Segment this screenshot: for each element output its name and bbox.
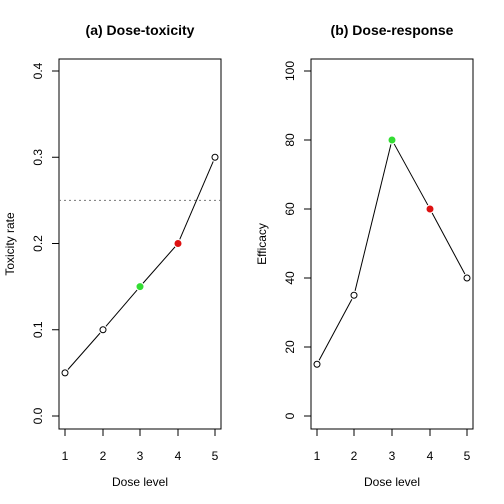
y-tick-label: 60 bbox=[283, 202, 297, 216]
panel-dose-response: (b) Dose-response Dose level Efficacy 1 2… bbox=[255, 22, 474, 489]
axis-ticks: 1 2 3 4 5 0.0 0.1 0.2 0.3 0.4 bbox=[31, 62, 219, 463]
chart-title: (b) Dose-response bbox=[331, 22, 454, 38]
series-segment bbox=[142, 246, 176, 284]
y-tick-label: 80 bbox=[283, 133, 297, 147]
series-segment bbox=[431, 212, 466, 275]
axis-ticks: 1 2 3 4 5 0 20 40 60 80 100 bbox=[283, 61, 471, 463]
highlighted-data-point bbox=[174, 240, 182, 247]
x-tick-label: 3 bbox=[137, 449, 144, 463]
data-point bbox=[313, 360, 321, 368]
x-tick-label: 1 bbox=[314, 449, 321, 463]
x-axis-label: Dose level bbox=[364, 475, 420, 489]
highlighted-data-point bbox=[136, 283, 144, 291]
chart-title: (a) Dose-toxicity bbox=[86, 22, 195, 38]
plot-frame bbox=[58, 58, 222, 430]
x-tick-label: 4 bbox=[175, 449, 182, 463]
series-segment bbox=[393, 143, 429, 206]
y-tick-label: 40 bbox=[283, 271, 297, 285]
series-segment bbox=[105, 289, 138, 327]
series-segment bbox=[67, 332, 101, 370]
y-tick-label: 20 bbox=[283, 340, 297, 354]
x-tick-label: 5 bbox=[464, 449, 471, 463]
panel-dose-toxicity: (a) Dose-toxicity Dose level Toxicity ra… bbox=[3, 22, 222, 489]
y-tick-label: 0.0 bbox=[31, 407, 45, 424]
x-tick-label: 2 bbox=[100, 449, 107, 463]
data-point bbox=[61, 369, 69, 377]
data-marks bbox=[59, 153, 221, 377]
y-tick-label: 0 bbox=[283, 412, 297, 419]
y-tick-label: 100 bbox=[283, 61, 297, 81]
y-tick-label: 0.2 bbox=[31, 235, 45, 252]
x-tick-label: 4 bbox=[427, 449, 434, 463]
series-segment bbox=[354, 144, 392, 291]
y-tick-label: 0.3 bbox=[31, 149, 45, 166]
data-point bbox=[350, 291, 358, 299]
y-tick-label: 0.1 bbox=[31, 321, 45, 338]
series-segment bbox=[318, 298, 353, 361]
x-tick-label: 5 bbox=[212, 449, 219, 463]
highlighted-data-point bbox=[388, 136, 396, 144]
highlighted-data-point bbox=[426, 205, 434, 213]
x-tick-label: 2 bbox=[351, 449, 358, 463]
x-axis-label: Dose level bbox=[112, 475, 168, 489]
y-tick-label: 0.4 bbox=[31, 62, 45, 79]
data-marks bbox=[313, 136, 471, 368]
y-axis-label: Efficacy bbox=[255, 223, 269, 265]
data-point bbox=[211, 153, 219, 161]
x-tick-label: 3 bbox=[389, 449, 396, 463]
x-tick-label: 1 bbox=[62, 449, 69, 463]
data-point bbox=[463, 274, 471, 282]
y-axis-label: Toxicity rate bbox=[3, 212, 17, 276]
series-segment bbox=[179, 161, 214, 240]
data-point bbox=[99, 326, 107, 334]
